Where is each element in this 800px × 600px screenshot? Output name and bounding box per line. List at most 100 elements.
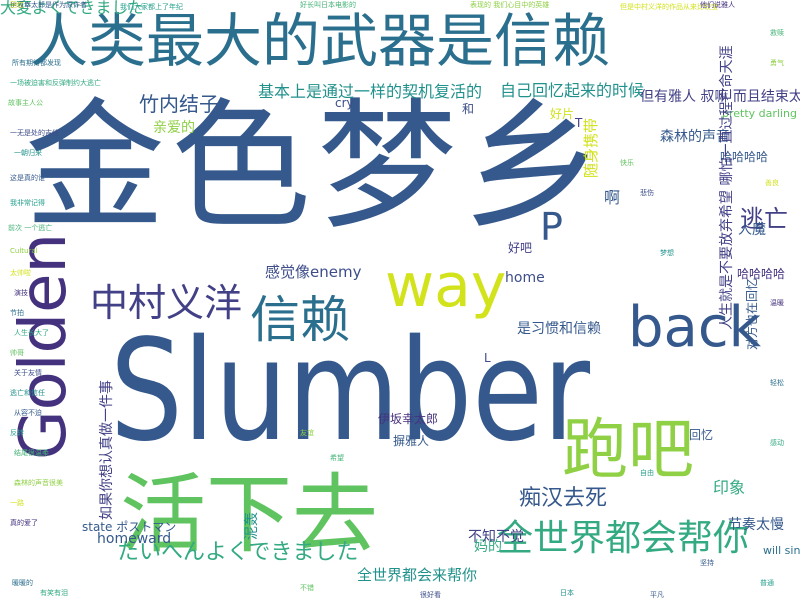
cloud-word-zhongcun: 中村义洋 bbox=[90, 281, 243, 325]
cloud-small-word: 有笑有泪 bbox=[40, 589, 68, 597]
cloud-word-pretty: pretty darling bbox=[722, 107, 797, 120]
cloud-word-senlin: 森林的声音 bbox=[660, 129, 730, 145]
cloud-word-duifang: 对方也在回忆 bbox=[745, 277, 759, 350]
cloud-word-a: 啊 bbox=[604, 188, 621, 207]
cloud-word-huiyi: 回忆 bbox=[689, 428, 714, 442]
cloud-word-home: home bbox=[505, 270, 545, 286]
cloud-small-word: 真的爱了 bbox=[10, 519, 38, 527]
cloud-small-word: 普通 bbox=[760, 579, 774, 587]
cloud-word-hahaha1: 哈哈哈哈 bbox=[720, 150, 769, 164]
cloud-small-word: 轻松 bbox=[770, 379, 784, 387]
cloud-word-renmo: 人魔 bbox=[738, 222, 766, 238]
cloud-word-huoxia: 活下去 bbox=[120, 465, 378, 565]
cloud-small-word: 前次 一个逃亡 bbox=[8, 224, 53, 232]
cloud-small-word: 节拍 bbox=[10, 309, 24, 317]
cloud-small-word: 但是中村义洋的作品从来比较宝 bbox=[620, 3, 718, 11]
cloud-small-word: 友谊 bbox=[300, 429, 314, 437]
cloud-word-xinlai: 信赖 bbox=[250, 291, 350, 349]
cloud-small-word: 感动 bbox=[770, 439, 784, 447]
cloud-word-nanhao: 摒雅人 bbox=[393, 434, 430, 448]
cloud-small-word: 一路 bbox=[10, 499, 24, 507]
cloud-word-chihan: 痴汉去死 bbox=[519, 486, 608, 511]
cloud-word-cry: cry bbox=[335, 96, 354, 110]
cloud-word-hahaha2: 哈哈哈哈 bbox=[737, 267, 786, 281]
cloud-word-ganjue: 感觉像enemy bbox=[265, 263, 362, 281]
cloud-small-word: 帅哥 bbox=[10, 349, 24, 357]
cloud-word-yinxiang: 印象 bbox=[713, 478, 746, 497]
cloud-word-buzhibujue: 不知不觉 bbox=[468, 529, 524, 545]
cloud-word-maomao: 妈的 bbox=[474, 539, 502, 555]
cloud-word-poster: state ポストマン bbox=[82, 520, 177, 534]
cloud-word-taihen2: たいへんよくできました bbox=[117, 540, 359, 565]
cloud-small-word: 所有期待都发现 bbox=[12, 59, 61, 67]
cloud-small-word: 反转 bbox=[10, 429, 24, 437]
cloud-word-golden: Golden bbox=[7, 232, 81, 460]
cloud-small-word: 一场被迫害和反弹制约大逃亡 bbox=[10, 79, 101, 87]
cloud-small-word: 暖暖的 bbox=[12, 579, 33, 587]
cloud-word-taohui: 逃亡 bbox=[740, 205, 788, 233]
cloud-small-word: 回忆 bbox=[10, 1, 24, 9]
cloud-small-word: 平凡 bbox=[650, 591, 664, 599]
cloud-word-slumber: Slumber bbox=[110, 310, 591, 473]
cloud-word-l: L bbox=[484, 351, 491, 365]
cloud-word-title: 人类最大的武器是信赖 bbox=[30, 7, 611, 75]
cloud-small-word: 结尾很温柔 bbox=[14, 449, 49, 457]
cloud-word-willsing: will sing bbox=[763, 544, 800, 557]
cloud-word-he: 和 bbox=[462, 102, 475, 116]
cloud-small-word: 伊坂幸太郎是作为原作者 bbox=[10, 1, 87, 9]
cloud-word-shijie1: 全世界都会帮你 bbox=[497, 518, 750, 559]
cloud-small-word: 表现的 我们心目中的英雄 bbox=[470, 1, 550, 9]
cloud-word-suibiankou: 随身携带 bbox=[582, 117, 600, 178]
cloud-small-word: 一朝归来 bbox=[14, 149, 42, 157]
cloud-small-word: 他们说雅人 bbox=[700, 1, 735, 9]
cloud-small-word: 快乐 bbox=[620, 159, 634, 167]
cloud-word-nisuo: 泥轰 bbox=[244, 512, 260, 540]
cloud-word-shixi: 是习惯和信赖 bbox=[517, 321, 601, 337]
cloud-small-word: 关于友情 bbox=[14, 369, 42, 377]
cloud-word-jibenshang: 基本上是通过一样的契机复活的 bbox=[258, 82, 483, 101]
cloud-small-word: 故事主人公 bbox=[8, 99, 43, 107]
cloud-word-paoba: 跑吧 bbox=[562, 411, 694, 488]
cloud-small-word: Cultural bbox=[10, 247, 38, 255]
cloud-word-haoba: 好吧 bbox=[508, 241, 533, 255]
cloud-small-word: 善良 bbox=[765, 179, 779, 187]
cloud-small-word: 勇气 bbox=[770, 59, 784, 67]
cloud-word-zhuneijiezi: 竹内结子 bbox=[139, 92, 219, 116]
cloud-small-word: 我们大家都上了年纪 bbox=[120, 3, 183, 11]
cloud-word-jiezou: 节奏太慢 bbox=[728, 517, 784, 533]
cloud-small-word: 救赎 bbox=[770, 29, 784, 37]
cloud-word-way: way bbox=[385, 251, 507, 321]
cloud-word-haopian: 好片 bbox=[550, 107, 575, 121]
cloud-word-jinse: 金色梦乡 bbox=[25, 86, 610, 249]
cloud-word-taihen1: 大変よくできました bbox=[0, 0, 144, 17]
cloud-small-word: 演技 bbox=[14, 289, 28, 297]
cloud-word-quanshijie2: 全世界都会来帮你 bbox=[357, 566, 478, 584]
cloud-word-p: P bbox=[540, 205, 563, 249]
cloud-small-word: 从容不迫 bbox=[14, 409, 42, 417]
cloud-word-homeward: homeward bbox=[97, 531, 172, 547]
cloud-small-word: 太帅啦 bbox=[10, 269, 31, 277]
cloud-small-word: 这是真的谁 bbox=[10, 174, 45, 182]
cloud-small-word: 一无是处的吉他 bbox=[10, 129, 59, 137]
cloud-small-word: 温暖 bbox=[770, 299, 784, 307]
cloud-small-word: 希望 bbox=[330, 454, 344, 462]
cloud-word-huidao: 但有雅人 叔嘛 而且结束太治愈了 bbox=[640, 89, 800, 105]
cloud-small-word: 坚持 bbox=[700, 559, 714, 567]
cloud-word-yitanxinlai: 伊坂幸太郎 bbox=[378, 412, 439, 426]
cloud-small-word: 梦想 bbox=[660, 249, 674, 257]
cloud-small-word: 自由 bbox=[640, 469, 654, 477]
cloud-word-t: T bbox=[575, 116, 583, 130]
cloud-word-back: back bbox=[628, 295, 762, 360]
cloud-small-word: 森林的声音很美 bbox=[14, 479, 63, 487]
cloud-word-yizhaiqiangzhan: 人生就是不要放弃希望 哪怕一直过程亡命天涯 bbox=[719, 45, 735, 330]
cloud-small-word: 逃亡和信任 bbox=[10, 389, 45, 397]
cloud-small-word: 悲伤 bbox=[640, 189, 654, 197]
cloud-small-word: 日本 bbox=[560, 589, 574, 597]
cloud-small-word: 很好看 bbox=[420, 591, 441, 599]
cloud-word-ruguo: 如果你想认真做一件事 bbox=[99, 380, 115, 520]
cloud-small-word: 不错 bbox=[300, 584, 314, 592]
cloud-small-word: 好长叫日本电影的 bbox=[300, 1, 356, 9]
cloud-word-qinaide: 亲爱的 bbox=[153, 120, 195, 136]
cloud-small-word: 我非常记得 bbox=[10, 199, 45, 207]
